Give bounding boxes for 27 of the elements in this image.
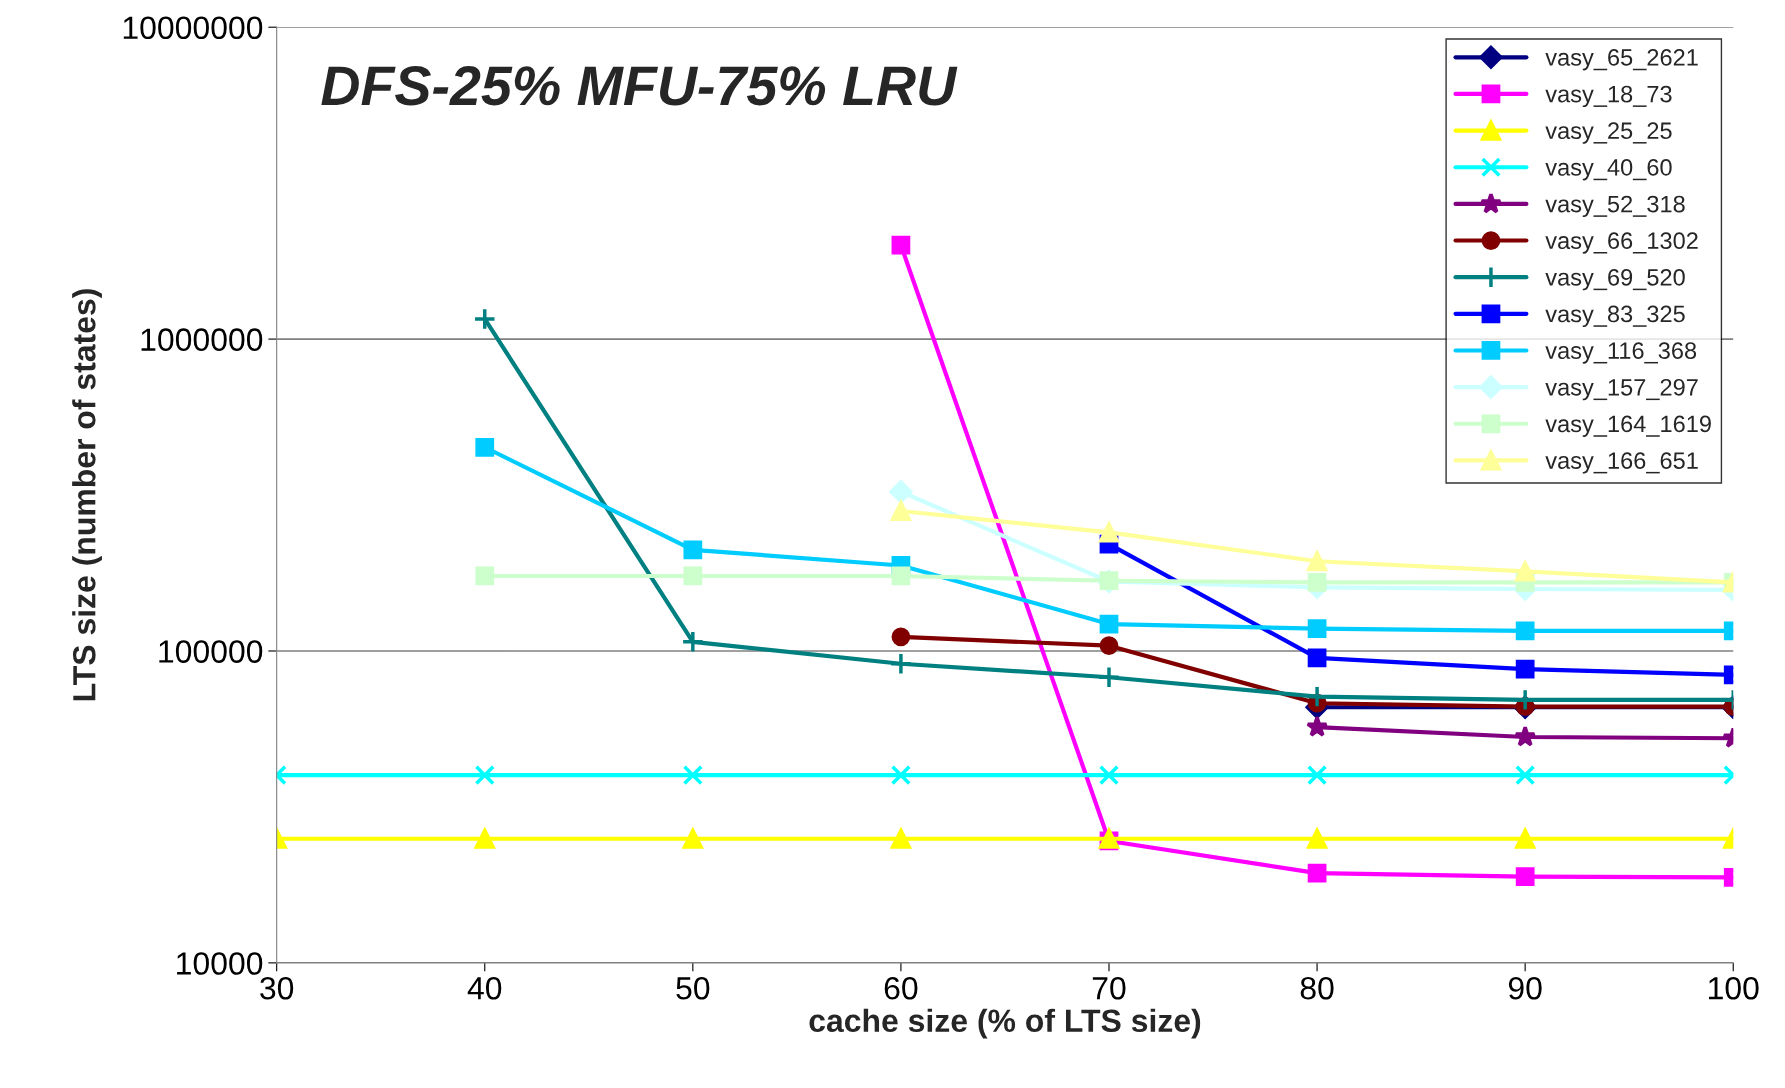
legend-label: vasy_166_651 [1545,452,1698,474]
legend-label: vasy_164_1619 [1545,415,1711,437]
x-tick-label: 60 [884,976,918,1000]
x-tick-label: 50 [676,976,710,1000]
legend-label: vasy_157_297 [1545,378,1698,401]
y-tick-label: 10000 [177,952,263,975]
legend-label: vasy_25_25 [1545,122,1672,144]
legend-label: vasy_69_520 [1545,268,1685,291]
y-axis-title: LTS size (number of states) [72,289,102,701]
legend-label: vasy_116_368 [1545,342,1697,364]
x-tick-label: 100 [1709,976,1759,1000]
legend-label: vasy_66_1302 [1545,232,1698,254]
legend-label: vasy_65_2621 [1545,49,1698,71]
y-tick-label: 100000 [159,640,263,663]
legend-label: vasy_40_60 [1545,159,1672,181]
x-tick-label: 80 [1300,976,1334,1000]
x-tick-label: 40 [467,976,502,1000]
legend-label: vasy_18_73 [1545,85,1672,108]
legend-label: vasy_52_318 [1545,195,1685,218]
x-tick-label: 90 [1508,976,1542,1000]
x-axis-title: cache size (% of LTS size) [809,1008,1201,1039]
y-tick-label: 1000000 [141,328,263,351]
legend-label: vasy_83_325 [1545,305,1685,327]
x-tick-label: 30 [260,976,294,1000]
x-tick-label: 70 [1092,976,1126,1000]
text: DFS-25% MFU-75% LRU [321,66,958,106]
y-tick-label: 10000000 [123,16,263,40]
